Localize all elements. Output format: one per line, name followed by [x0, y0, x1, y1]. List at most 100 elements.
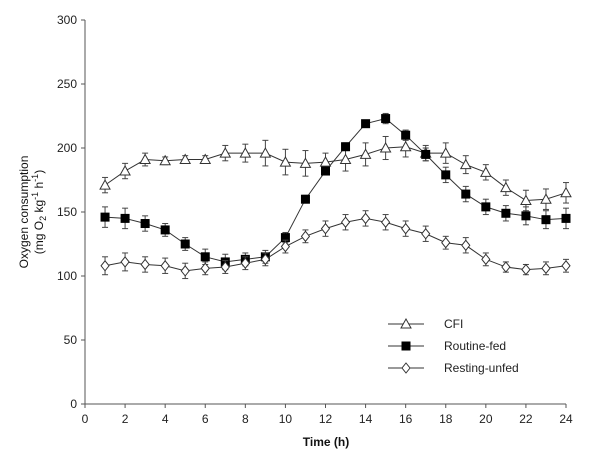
x-tick-label: 18	[439, 412, 453, 426]
legend-item-resting-unfed: Resting-unfed	[388, 361, 519, 375]
x-tick-label: 4	[162, 412, 169, 426]
x-tick-label: 6	[202, 412, 209, 426]
data-point-routine-fed	[421, 149, 431, 159]
data-point-resting-unfed	[100, 259, 110, 272]
data-point-resting-unfed	[441, 236, 451, 249]
data-point-resting-unfed	[521, 263, 531, 276]
data-point-routine-fed	[160, 225, 170, 235]
data-point-resting-unfed	[421, 227, 431, 240]
data-point-cfi	[520, 194, 532, 205]
data-point-cfi	[219, 147, 232, 158]
legend-label: CFI	[444, 317, 463, 331]
y-axis-title-line1: Oxygen consumption	[17, 156, 31, 269]
data-point-cfi	[179, 153, 192, 165]
data-point-cfi	[119, 165, 131, 176]
data-point-routine-fed	[341, 142, 351, 152]
data-point-resting-unfed	[220, 261, 230, 273]
data-point-cfi	[500, 181, 512, 193]
data-point-cfi	[99, 179, 111, 190]
data-point-routine-fed	[120, 213, 130, 223]
series-line-cfi	[104, 146, 567, 201]
x-tick-label: 22	[519, 412, 533, 426]
data-point-cfi	[259, 147, 272, 158]
data-point-resting-unfed	[501, 261, 511, 273]
data-point-resting-unfed	[380, 216, 391, 229]
y-tick-label: 100	[57, 269, 77, 283]
y-tick-label: 300	[57, 13, 77, 27]
data-point-routine-fed	[381, 114, 391, 124]
data-point-cfi	[359, 148, 372, 159]
data-point-cfi	[560, 186, 572, 198]
series-routine-fed	[100, 112, 571, 271]
y-tick-label: 200	[57, 141, 77, 155]
data-point-routine-fed	[561, 213, 571, 223]
x-tick-label: 14	[359, 412, 373, 426]
x-tick-label: 24	[559, 412, 573, 426]
x-tick-label: 16	[399, 412, 413, 426]
data-point-cfi	[299, 157, 312, 168]
data-point-resting-unfed	[461, 239, 471, 252]
data-point-resting-unfed	[160, 259, 170, 272]
data-point-cfi	[159, 154, 172, 166]
x-tick-label: 12	[319, 412, 333, 426]
data-point-routine-fed	[140, 219, 150, 229]
data-point-routine-fed	[401, 130, 411, 140]
legend-label: Routine-fed	[444, 339, 506, 353]
data-point-routine-fed	[441, 170, 451, 180]
data-point-routine-fed	[481, 202, 491, 212]
data-point-cfi	[459, 158, 472, 170]
data-point-resting-unfed	[340, 216, 351, 229]
data-point-routine-fed	[521, 211, 531, 221]
data-point-resting-unfed	[120, 256, 130, 268]
data-point-resting-unfed	[541, 262, 551, 275]
y-tick-label: 0	[70, 397, 77, 411]
data-point-resting-unfed	[200, 262, 210, 275]
data-point-resting-unfed	[481, 253, 491, 266]
y-axis-title: Oxygen consumption (mg O2 kg-1 h-1)	[17, 156, 48, 269]
data-point-resting-unfed	[300, 230, 311, 243]
y-tick-label: 250	[57, 77, 77, 91]
data-point-cfi	[479, 166, 492, 177]
data-point-routine-fed	[321, 166, 330, 176]
data-point-cfi	[540, 193, 552, 204]
data-point-resting-unfed	[280, 240, 291, 253]
data-point-routine-fed	[501, 208, 511, 218]
series-line-resting-unfed	[104, 217, 567, 272]
data-point-cfi	[399, 140, 412, 152]
data-point-routine-fed	[541, 215, 551, 225]
series-layer	[99, 112, 572, 280]
data-point-routine-fed	[200, 252, 210, 262]
legend-item-cfi: CFI	[388, 317, 463, 331]
series-cfi	[99, 135, 572, 212]
data-point-resting-unfed	[140, 258, 150, 271]
data-point-cfi	[439, 147, 452, 158]
legend-item-routine-fed: Routine-fed	[388, 339, 506, 353]
x-axis-title: Time (h)	[303, 435, 349, 449]
series-line-routine-fed	[105, 118, 567, 263]
data-point-cfi	[199, 153, 212, 165]
x-tick-label: 0	[82, 412, 89, 426]
data-point-cfi	[339, 153, 352, 165]
data-point-resting-unfed	[401, 222, 411, 235]
data-point-resting-unfed	[260, 253, 271, 266]
data-point-cfi	[239, 147, 252, 158]
y-tick-label: 150	[57, 205, 77, 219]
x-tick-label: 2	[122, 412, 129, 426]
data-point-resting-unfed	[360, 212, 371, 225]
legend-marker	[400, 317, 412, 329]
data-point-resting-unfed	[561, 259, 571, 272]
data-point-resting-unfed	[240, 257, 250, 270]
x-axis-ticks: 0 2 4 6 8 10 12 14 16 18 20 22 24	[82, 404, 573, 426]
y-axis-title-line2: (mg O2 kg-1 h-1)	[30, 170, 48, 254]
data-point-cfi	[139, 153, 151, 165]
data-point-routine-fed	[300, 194, 310, 204]
x-tick-label: 8	[242, 412, 249, 426]
y-tick-label: 50	[64, 333, 78, 347]
data-point-resting-unfed	[320, 222, 331, 235]
data-point-routine-fed	[461, 189, 471, 199]
legend: CFI Routine-fed Resting-unfed	[388, 317, 519, 375]
data-point-resting-unfed	[180, 265, 190, 277]
data-point-routine-fed	[361, 119, 371, 129]
data-point-cfi	[319, 156, 332, 167]
